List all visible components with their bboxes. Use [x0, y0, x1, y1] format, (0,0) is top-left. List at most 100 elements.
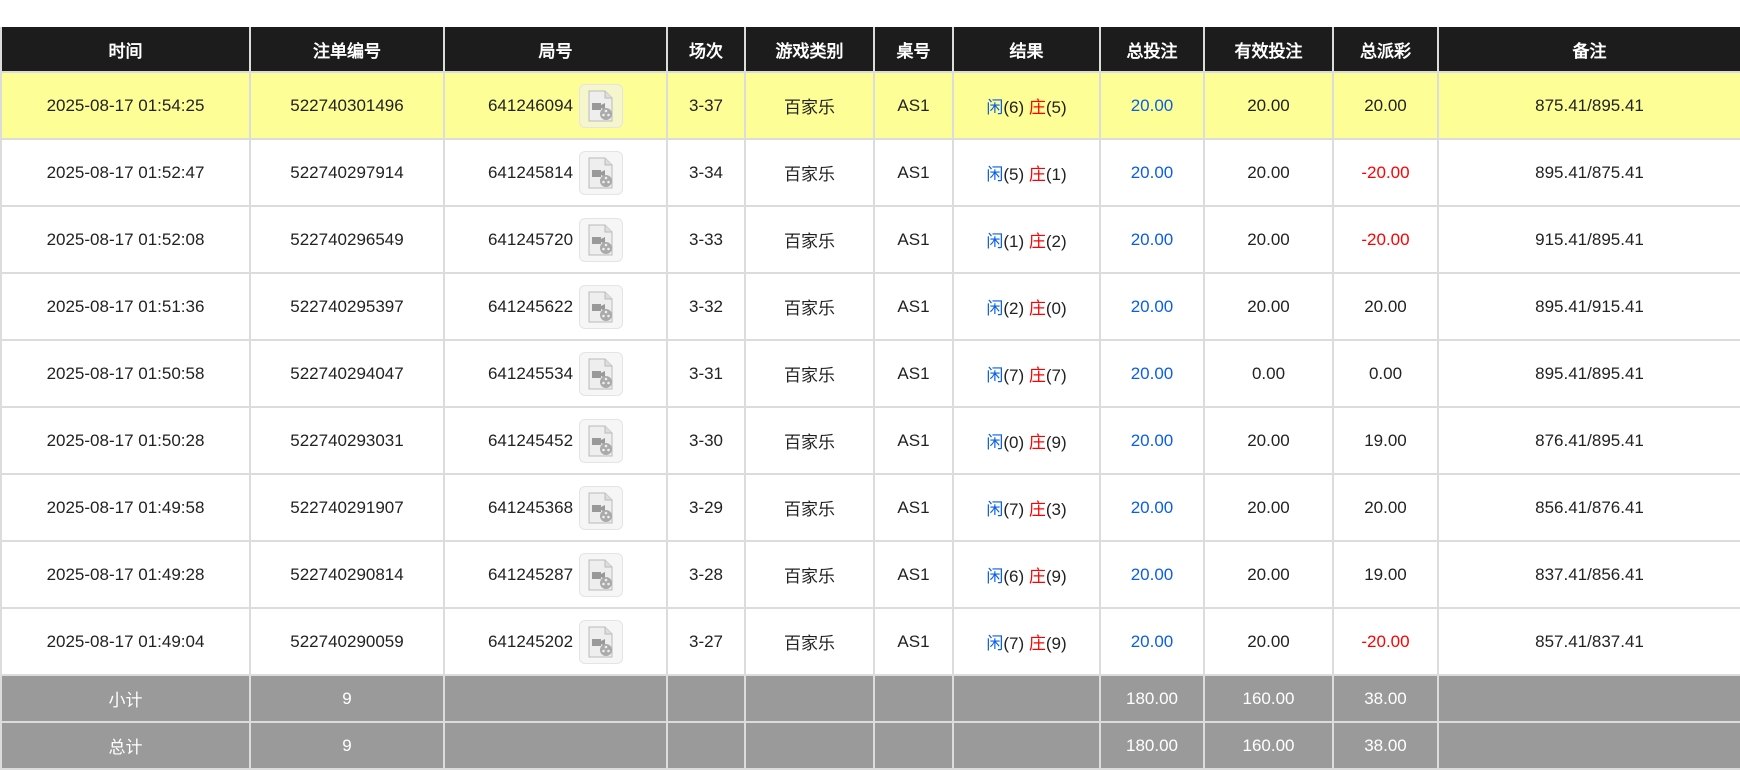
- cell-note: 915.41/895.41: [1437, 205, 1740, 274]
- player-label: 闲: [986, 165, 1004, 184]
- video-replay-icon[interactable]: [579, 485, 624, 530]
- empty-cell: [744, 721, 875, 770]
- cell-shoe: 3-30: [666, 406, 746, 475]
- header-table-no: 桌号: [873, 27, 954, 73]
- cell-time: 2025-08-17 01:52:47: [0, 138, 251, 207]
- cell-round-id: 641245452: [443, 406, 668, 475]
- cell-table-no: AS1: [873, 540, 954, 609]
- cell-bet-id: 522740290814: [249, 540, 445, 609]
- cell-bet-id: 522740291907: [249, 473, 445, 542]
- cell-result: 闲(6) 庄(9): [952, 540, 1101, 609]
- cell-result: 闲(7) 庄(9): [952, 607, 1101, 676]
- table-row: 2025-08-17 01:49:58 522740291907 6412453…: [0, 473, 1740, 542]
- table-row: 2025-08-17 01:50:28 522740293031 6412454…: [0, 406, 1740, 475]
- banker-score: (7): [1045, 366, 1067, 385]
- summary-label: 总计: [0, 721, 251, 770]
- cell-table-no: AS1: [873, 272, 954, 341]
- cell-time: 2025-08-17 01:50:28: [0, 406, 251, 475]
- cell-bet-id: 522740301496: [249, 71, 445, 140]
- player-score: (6): [1003, 98, 1025, 117]
- cell-table-no: AS1: [873, 473, 954, 542]
- cell-game-type: 百家乐: [744, 406, 875, 475]
- cell-total-bet: 20.00: [1099, 138, 1205, 207]
- banker-score: (9): [1045, 634, 1067, 653]
- summary-payout: 38.00: [1332, 721, 1439, 770]
- table-row: 2025-08-17 01:51:36 522740295397 6412456…: [0, 272, 1740, 341]
- round-id-text: 641245814: [487, 162, 574, 182]
- cell-total-bet: 20.00: [1099, 540, 1205, 609]
- cell-time: 2025-08-17 01:49:28: [0, 540, 251, 609]
- cell-note: 875.41/895.41: [1437, 71, 1740, 140]
- header-time: 时间: [0, 27, 251, 73]
- video-replay-icon[interactable]: [579, 351, 624, 396]
- header-bet-id: 注单编号: [249, 27, 445, 73]
- cell-payout: 20.00: [1332, 473, 1439, 542]
- round-id-text: 641245720: [487, 229, 574, 249]
- cell-payout: 19.00: [1332, 540, 1439, 609]
- banker-score: (2): [1045, 232, 1067, 251]
- banker-label: 庄: [1028, 433, 1046, 452]
- cell-round-id: 641245720: [443, 205, 668, 274]
- banker-score: (9): [1045, 433, 1067, 452]
- video-replay-icon[interactable]: [579, 83, 624, 128]
- cell-payout: 0.00: [1332, 339, 1439, 408]
- cell-game-type: 百家乐: [744, 540, 875, 609]
- banker-label: 庄: [1028, 232, 1046, 251]
- cell-valid-bet: 0.00: [1203, 339, 1334, 408]
- cell-valid-bet: 20.00: [1203, 272, 1334, 341]
- empty-cell: [666, 721, 746, 770]
- summary-total-bet: 180.00: [1099, 674, 1205, 723]
- player-score: (0): [1003, 433, 1025, 452]
- player-score: (6): [1003, 567, 1025, 586]
- table-row: 2025-08-17 01:52:47 522740297914 6412458…: [0, 138, 1740, 207]
- summary-total-bet: 180.00: [1099, 721, 1205, 770]
- cell-table-no: AS1: [873, 339, 954, 408]
- empty-cell: [744, 674, 875, 723]
- video-replay-icon[interactable]: [579, 217, 624, 262]
- player-label: 闲: [986, 634, 1004, 653]
- video-replay-icon[interactable]: [579, 150, 624, 195]
- summary-payout: 38.00: [1332, 674, 1439, 723]
- empty-cell: [443, 674, 668, 723]
- cell-table-no: AS1: [873, 138, 954, 207]
- round-id-text: 641245368: [487, 497, 574, 517]
- empty-cell: [952, 721, 1101, 770]
- cell-table-no: AS1: [873, 406, 954, 475]
- video-replay-icon[interactable]: [579, 619, 624, 664]
- cell-total-bet: 20.00: [1099, 71, 1205, 140]
- round-id-text: 641245202: [487, 631, 574, 651]
- header-valid-bet: 有效投注: [1203, 27, 1334, 73]
- cell-table-no: AS1: [873, 607, 954, 676]
- cell-game-type: 百家乐: [744, 272, 875, 341]
- video-replay-icon[interactable]: [579, 284, 624, 329]
- header-result: 结果: [952, 27, 1101, 73]
- empty-cell: [952, 674, 1101, 723]
- banker-label: 庄: [1028, 500, 1046, 519]
- player-score: (7): [1003, 366, 1025, 385]
- cell-shoe: 3-34: [666, 138, 746, 207]
- total-row: 总计 9 180.00 160.00 38.00: [0, 721, 1740, 770]
- cell-result: 闲(7) 庄(3): [952, 473, 1101, 542]
- cell-valid-bet: 20.00: [1203, 138, 1334, 207]
- banker-label: 庄: [1028, 299, 1046, 318]
- banker-score: (3): [1045, 500, 1067, 519]
- header-game-type: 游戏类别: [744, 27, 875, 73]
- banker-label: 庄: [1028, 634, 1046, 653]
- cell-time: 2025-08-17 01:49:58: [0, 473, 251, 542]
- player-score: (5): [1003, 165, 1025, 184]
- cell-valid-bet: 20.00: [1203, 205, 1334, 274]
- video-replay-icon[interactable]: [579, 552, 624, 597]
- cell-shoe: 3-33: [666, 205, 746, 274]
- cell-round-id: 641246094: [443, 71, 668, 140]
- banker-score: (1): [1045, 165, 1067, 184]
- banker-label: 庄: [1028, 567, 1046, 586]
- cell-table-no: AS1: [873, 71, 954, 140]
- summary-count: 9: [249, 721, 445, 770]
- cell-round-id: 641245534: [443, 339, 668, 408]
- player-score: (7): [1003, 634, 1025, 653]
- empty-cell: [1437, 721, 1740, 770]
- header-payout: 总派彩: [1332, 27, 1439, 73]
- video-replay-icon[interactable]: [579, 418, 624, 463]
- player-label: 闲: [986, 500, 1004, 519]
- cell-note: 876.41/895.41: [1437, 406, 1740, 475]
